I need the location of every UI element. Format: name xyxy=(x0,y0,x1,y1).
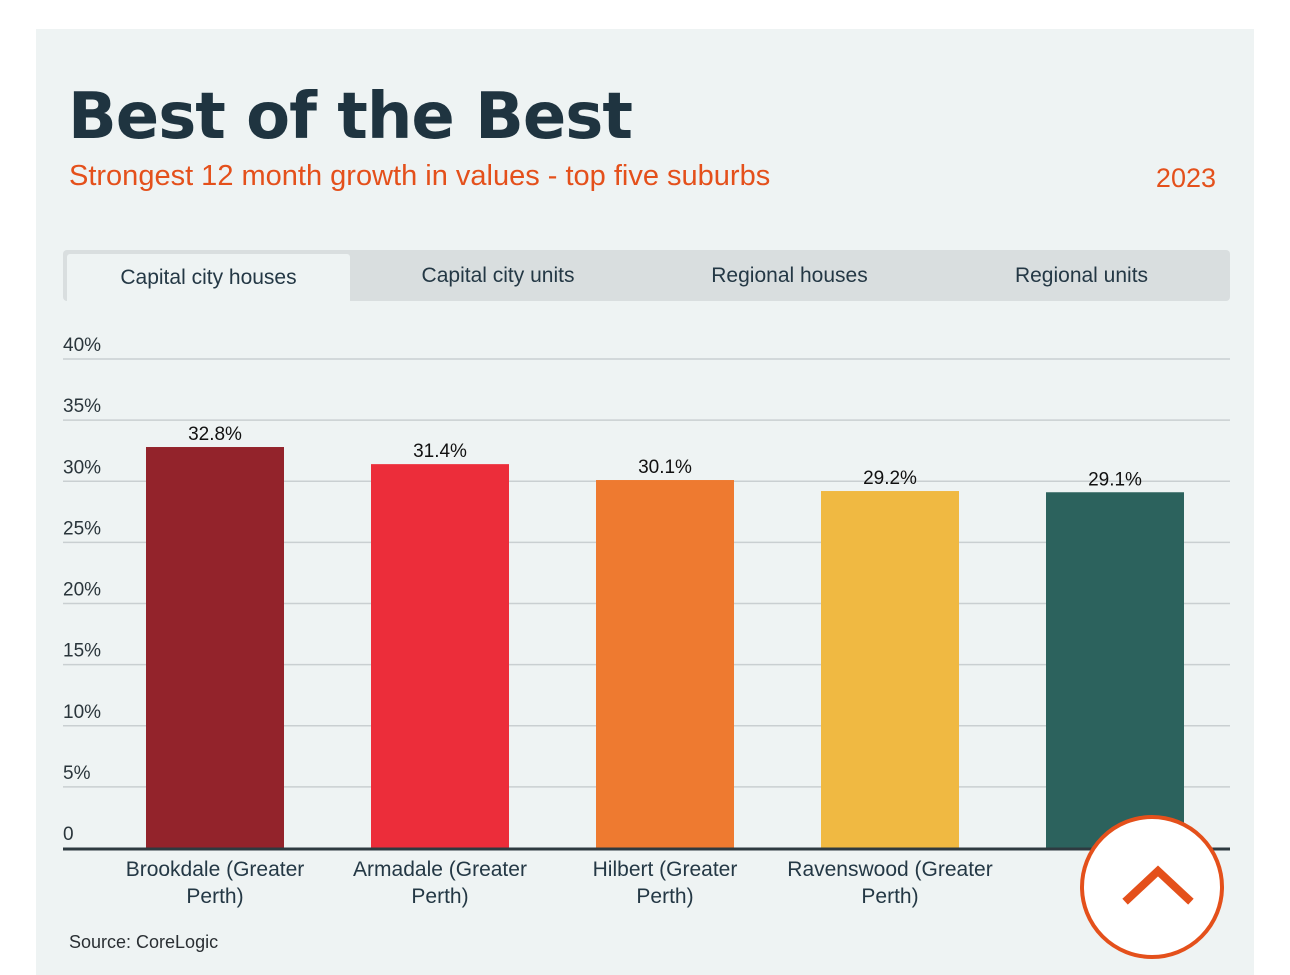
x-tick-label: Brookdale (Greater Perth) xyxy=(126,858,305,908)
bar xyxy=(821,491,959,848)
data-label: 31.4% xyxy=(413,441,467,462)
y-tick-label: 0 xyxy=(63,824,74,845)
bar xyxy=(371,464,509,848)
page-title: Best of the Best xyxy=(68,80,633,154)
data-label: 32.8% xyxy=(188,424,242,445)
x-tick-label: Ravenswood (Greater Perth) xyxy=(787,858,992,908)
y-tick-label: 15% xyxy=(63,641,101,662)
x-tick-label: Armadale (Greater Perth) xyxy=(353,858,527,908)
y-tick-label: 40% xyxy=(63,335,101,356)
data-label: 30.1% xyxy=(638,457,692,478)
year-label: 2023 xyxy=(1155,163,1216,193)
y-tick-label: 20% xyxy=(63,580,101,601)
chevron-up-icon xyxy=(1122,865,1194,905)
tab-bar: Capital city houses Capital city units R… xyxy=(63,250,1230,301)
y-tick-label: 25% xyxy=(63,518,101,539)
bar xyxy=(596,480,734,848)
chart-subtitle: Strongest 12 month growth in values - to… xyxy=(69,160,771,192)
x-tick-label: Hilbert (Greater Perth) xyxy=(593,858,738,908)
bar xyxy=(146,447,284,848)
data-label: 29.1% xyxy=(1088,469,1142,490)
chart-card: Best of the Best Strongest 12 month grow… xyxy=(36,29,1254,975)
tab-capital-city-houses[interactable]: Capital city houses xyxy=(67,254,350,301)
tab-regional-units[interactable]: Regional units xyxy=(1014,263,1149,287)
bar-chart: 0 5% 10% 15% 20% 25% 30% 35% 40% 32.8% Brookdale (… xyxy=(63,335,1230,908)
bar xyxy=(1046,492,1184,848)
y-tick-label: 10% xyxy=(63,702,101,723)
y-tick-label: 5% xyxy=(63,763,91,784)
y-tick-label: 30% xyxy=(63,457,101,478)
y-tick-label: 35% xyxy=(63,396,101,417)
source-note: Source: CoreLogic xyxy=(69,932,219,952)
data-label: 29.2% xyxy=(863,468,917,489)
tab-regional-houses[interactable]: Regional houses xyxy=(711,263,868,287)
scroll-to-top-button[interactable] xyxy=(1080,815,1224,959)
tab-capital-city-units[interactable]: Capital city units xyxy=(421,263,575,287)
